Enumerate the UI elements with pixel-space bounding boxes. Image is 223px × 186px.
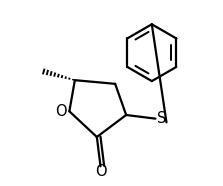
Text: O: O — [95, 164, 106, 179]
Text: O: O — [55, 104, 67, 119]
Text: S: S — [157, 111, 167, 126]
